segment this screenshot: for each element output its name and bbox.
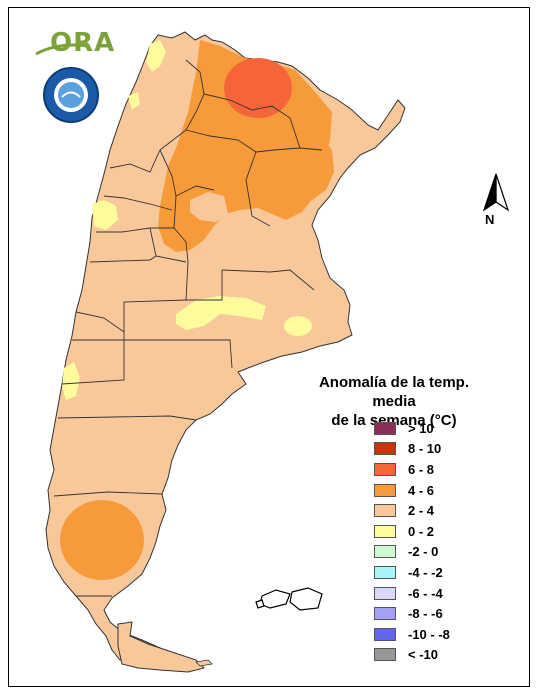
legend-item: -2 - 0 [374, 542, 504, 563]
legend-item: 8 - 10 [374, 439, 504, 460]
north-arrow-icon [482, 173, 510, 212]
legend-swatch [374, 524, 396, 538]
legend-swatch [374, 586, 396, 600]
ora-logo: ORA [50, 28, 115, 58]
province-boundaries [53, 59, 323, 597]
legend-item: -10 - -8 [374, 624, 504, 645]
legend: > 10 8 - 10 6 - 8 4 - 6 2 - 4 0 - 2 -2 -… [374, 418, 504, 665]
anomaly-zone-4-6-south [60, 500, 144, 580]
tierra-del-fuego [117, 621, 205, 673]
legend-swatch [374, 504, 396, 518]
legend-label: 2 - 4 [408, 503, 435, 519]
legend-swatch [374, 483, 396, 497]
legend-label: -8 - -6 [408, 606, 443, 622]
anomaly-zone-0-2-northeast-small [128, 92, 140, 110]
legend-label: -4 - -2 [408, 564, 443, 580]
legend-item: > 10 [374, 418, 504, 439]
legend-item: 4 - 6 [374, 480, 504, 501]
legend-item: -4 - -2 [374, 562, 504, 583]
isla-estados [195, 659, 213, 667]
anomaly-zone-0-2-west [92, 200, 118, 230]
legend-swatch [374, 648, 396, 662]
legend-swatch [374, 462, 396, 476]
legend-title-line1: Anomalía de la temp. media [318, 374, 470, 410]
malvinas-islands [255, 587, 323, 611]
legend-item: -6 - -4 [374, 583, 504, 604]
legend-label: 8 - 10 [408, 441, 442, 457]
north-arrow-label: N [485, 212, 495, 227]
legend-label: 0 - 2 [408, 523, 435, 539]
legend-label: > 10 [408, 420, 434, 436]
legend-item: 0 - 2 [374, 521, 504, 542]
anomaly-zone-6-8 [224, 58, 292, 118]
legend-label: -10 - -8 [408, 626, 450, 642]
legend-label: < -10 [408, 647, 438, 663]
smn-argentina-seal-icon [43, 67, 99, 123]
logo-text: ORA [50, 28, 116, 58]
legend-item: 2 - 4 [374, 500, 504, 521]
anomaly-zone-0-2-northwest [146, 40, 166, 72]
legend-item: -8 - -6 [374, 603, 504, 624]
legend-swatch [374, 421, 396, 435]
legend-swatch [374, 627, 396, 641]
legend-title-line2: de la semana (°C) [331, 412, 457, 429]
anomaly-zone-4-6-east [298, 136, 334, 200]
legend-item: 6 - 8 [374, 459, 504, 480]
anomaly-zone-0-2-center [176, 296, 266, 330]
legend-title: Anomalía de la temp. media de la semana … [296, 373, 492, 430]
logo-swoosh-icon [35, 43, 89, 56]
legend-label: 6 - 8 [408, 461, 435, 477]
legend-label: -2 - 0 [408, 544, 439, 560]
anomaly-zone-0-2-east [284, 316, 312, 336]
legend-label: 4 - 6 [408, 482, 435, 498]
legend-swatch [374, 442, 396, 456]
legend-swatch [374, 545, 396, 559]
anomaly-zone-0-2-southwest [62, 362, 80, 400]
legend-swatch [374, 607, 396, 621]
legend-item: < -10 [374, 645, 504, 666]
anomaly-zone-2-4-inner [190, 192, 228, 222]
legend-label: -6 - -4 [408, 585, 443, 601]
legend-swatch [374, 565, 396, 579]
